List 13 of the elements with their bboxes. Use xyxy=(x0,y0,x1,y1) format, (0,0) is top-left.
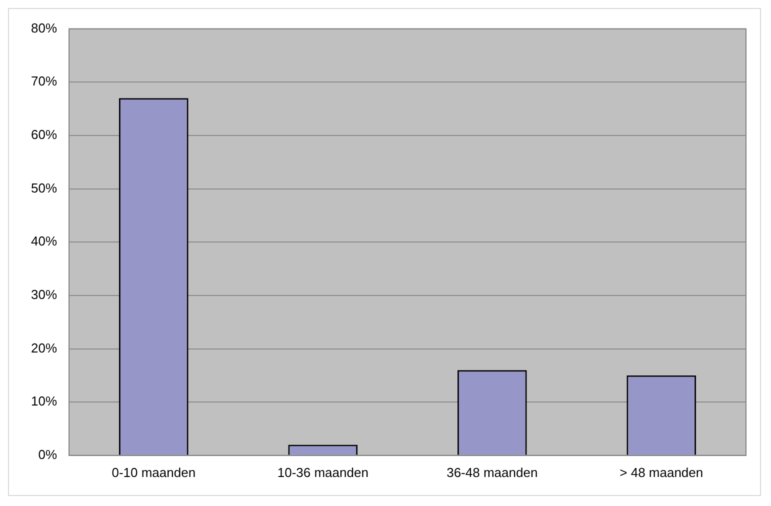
y-tick-label: 40% xyxy=(30,234,58,249)
x-tick-label: 10-36 maanden xyxy=(277,464,368,480)
y-tick-label: 20% xyxy=(30,340,58,356)
y-tick-label: 50% xyxy=(30,180,58,196)
y-tick-label: 70% xyxy=(30,74,58,89)
y-tick-label: 30% xyxy=(30,287,58,302)
y-tick-label: 80% xyxy=(30,20,58,36)
x-tick-label: 0-10 maanden xyxy=(112,464,196,480)
x-tick-label: 36-48 maanden xyxy=(446,464,538,480)
x-tick-label: > 48 maanden xyxy=(620,464,704,480)
y-tick-label: 10% xyxy=(30,394,58,409)
y-tick-label: 60% xyxy=(30,127,58,142)
y-tick-label: 0% xyxy=(38,446,58,462)
